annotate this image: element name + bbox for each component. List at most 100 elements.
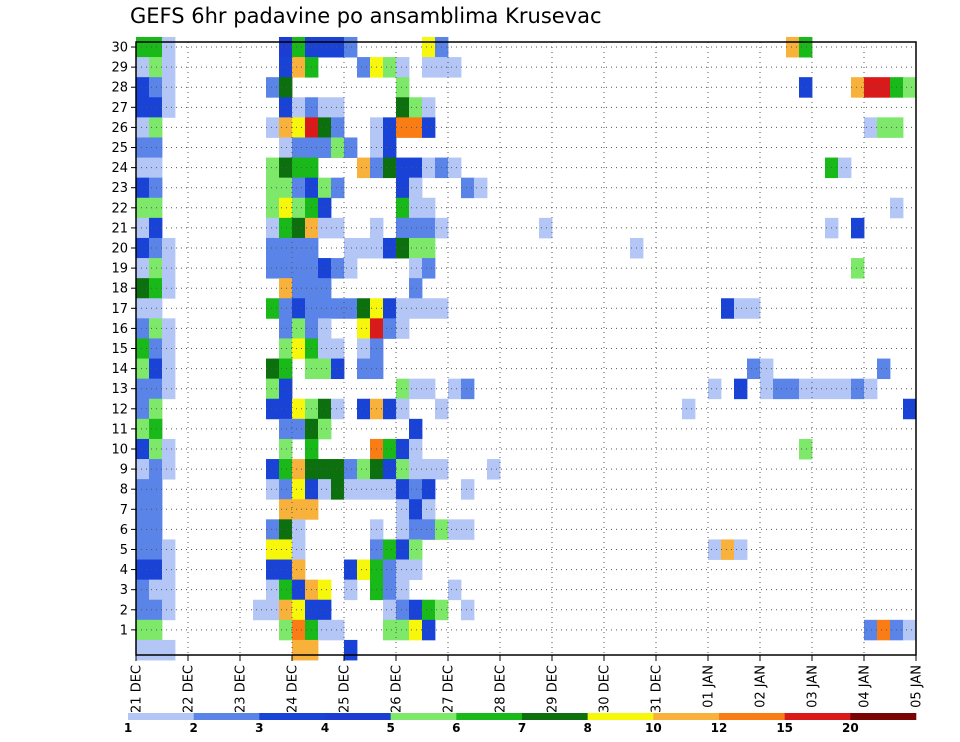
heatmap-cell	[292, 197, 306, 219]
heatmap-cell	[136, 519, 150, 540]
heatmap-cell	[266, 117, 280, 138]
heatmap-cell	[838, 378, 852, 400]
heatmap-cell	[786, 378, 800, 400]
heatmap-cell	[279, 278, 293, 299]
heatmap-cell	[344, 137, 358, 158]
heatmap-cell	[344, 237, 358, 259]
legend-swatch	[325, 713, 391, 720]
heatmap-cell	[162, 358, 176, 380]
y-tick-label: 6	[120, 523, 128, 538]
heatmap-cell	[344, 559, 358, 581]
y-tick-label: 23	[111, 181, 128, 196]
legend-label: 4	[321, 721, 329, 735]
heatmap-cell	[292, 36, 306, 58]
legend-label: 12	[711, 721, 728, 735]
heatmap-cell	[851, 77, 865, 98]
heatmap-cell	[266, 378, 280, 400]
heatmap-cell	[136, 298, 150, 319]
x-tick-label: 01 JAN	[702, 665, 717, 708]
heatmap-cell	[266, 298, 280, 319]
heatmap-cell	[409, 278, 423, 299]
y-tick-label: 10	[111, 442, 128, 457]
heatmap-cell	[318, 599, 332, 621]
heatmap-cell	[396, 559, 410, 581]
heatmap-cell	[292, 97, 306, 118]
heatmap-cell	[864, 378, 878, 400]
heatmap-cell	[461, 378, 475, 400]
heatmap-cell	[422, 298, 436, 319]
heatmap-cell	[357, 57, 371, 78]
y-tick-label: 28	[111, 81, 128, 96]
legend-swatch	[128, 713, 194, 720]
heatmap-cell	[149, 338, 163, 359]
y-tick-label: 25	[111, 141, 128, 156]
heatmap-cell	[331, 177, 345, 199]
heatmap-cell	[136, 278, 150, 299]
heatmap-cell	[136, 438, 150, 460]
heatmap-cell	[422, 378, 436, 400]
y-tick-label: 30	[111, 41, 128, 56]
heatmap-cell	[331, 117, 345, 138]
heatmap-cell	[422, 117, 436, 138]
heatmap-cell	[162, 57, 176, 78]
heatmap-cell	[318, 619, 332, 641]
heatmap-cell	[422, 459, 436, 480]
heatmap-cell	[331, 137, 345, 158]
y-tick-label: 14	[111, 362, 128, 377]
color-legend: 1 2 3 4 5 6 7 8 10 12 15 20	[124, 713, 917, 735]
heatmap-cell	[396, 298, 410, 319]
heatmap-cell	[253, 599, 267, 621]
legend-swatch	[456, 713, 523, 720]
y-tick-label: 7	[120, 503, 128, 518]
heatmap-cell	[357, 318, 371, 339]
heatmap-cell	[279, 358, 293, 380]
heatmap-cell	[331, 258, 345, 279]
heatmap-cell	[318, 217, 332, 239]
heatmap-cell	[136, 97, 150, 118]
heatmap-cell	[292, 177, 306, 199]
heatmap-cell	[409, 157, 423, 179]
heatmap-cell	[162, 639, 176, 661]
heatmap-cell	[279, 559, 293, 581]
heatmap-cell	[357, 459, 371, 480]
heatmap-cell	[773, 378, 787, 400]
heatmap-cell	[136, 137, 150, 158]
x-tick-label: 05 JAN	[910, 665, 925, 708]
heatmap-cell	[396, 459, 410, 480]
heatmap-cell	[292, 479, 306, 500]
heatmap-cell	[136, 499, 150, 520]
heatmap-cell	[136, 237, 150, 259]
y-tick-label: 26	[111, 121, 128, 136]
heatmap-cell	[448, 579, 462, 601]
heatmap-cell	[292, 57, 306, 78]
heatmap-cell	[136, 539, 150, 560]
heatmap-cell	[266, 157, 280, 179]
y-tick-label: 3	[120, 583, 128, 598]
heatmap-cell	[149, 539, 163, 560]
heatmap-cell	[383, 318, 397, 339]
heatmap-cell	[136, 459, 150, 480]
heatmap-cell	[149, 137, 163, 158]
heatmap-cell	[396, 499, 410, 520]
heatmap-cell	[344, 258, 358, 279]
heatmap-cell	[799, 438, 813, 460]
heatmap-cell	[396, 217, 410, 239]
heatmap-cell	[292, 298, 306, 319]
heatmap-cell	[149, 559, 163, 581]
heatmap-cell	[149, 157, 163, 179]
heatmap-cell	[266, 258, 280, 279]
heatmap-cell	[266, 539, 280, 560]
heatmap-cell	[734, 298, 748, 319]
x-tick-label: 04 JAN	[858, 665, 873, 708]
y-tick-label: 1	[120, 623, 128, 638]
heatmap-cell	[747, 298, 761, 319]
heatmap-cell	[903, 619, 917, 641]
heatmap-cell	[383, 438, 397, 460]
legend-label: 1	[124, 721, 132, 735]
legend-swatch	[784, 713, 851, 720]
legend-swatch	[390, 713, 457, 720]
heatmap-cell	[383, 57, 397, 78]
heatmap-cell	[448, 157, 462, 179]
heatmap-cell	[162, 237, 176, 259]
heatmap-cell	[344, 479, 358, 500]
